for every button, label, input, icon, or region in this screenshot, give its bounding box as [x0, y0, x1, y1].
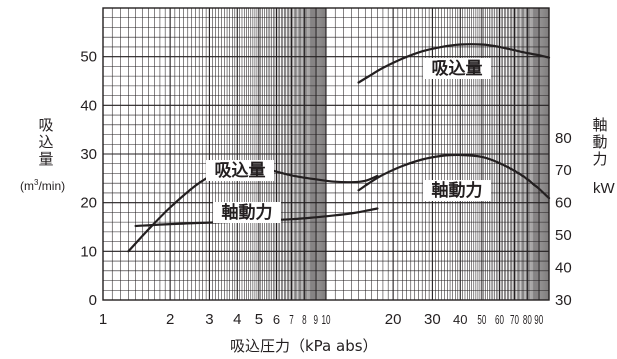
y-right-axis-unit: kW — [593, 180, 615, 197]
curve-label-background — [423, 180, 491, 201]
curve-label: 吸込量 — [423, 58, 491, 79]
y-right-axis: 30 40 50 60 70 80 — [555, 130, 572, 309]
y-right-tick-label: 40 — [555, 260, 572, 277]
x-axis: 1 2 3 4 5 6 7 8 9 10 20 30 40 50 60 70 80 90 — [99, 311, 543, 328]
y-right-tick-label: 30 — [555, 292, 572, 309]
y-left-axis-title: 吸込量 — [38, 116, 54, 168]
x-tick-label: 80 — [523, 313, 532, 327]
x-tick-label: 30 — [424, 311, 441, 328]
y-right-axis-title: 軸動力 — [592, 116, 608, 168]
x-tick-label: 40 — [453, 312, 467, 327]
series-line-left — [134, 207, 379, 228]
curve-label-background — [206, 160, 274, 181]
x-tick-label: 6 — [273, 312, 280, 327]
x-tick-label: 4 — [233, 311, 241, 328]
x-tick-label: 7 — [289, 313, 293, 327]
y-right-tick-label: 60 — [555, 195, 572, 212]
y-left-tick-label: 10 — [80, 243, 97, 260]
y-left-tick-label: 40 — [80, 97, 97, 114]
curve-label-text: 軸動力 — [222, 202, 273, 223]
y-left-tick-label: 0 — [89, 292, 97, 309]
x-tick-label: 10 — [322, 313, 331, 327]
curve-label-background — [423, 58, 491, 79]
y-right-tick-label: 80 — [555, 130, 572, 147]
x-tick-label: 1 — [99, 311, 107, 328]
y-left-tick-label: 30 — [80, 146, 97, 163]
x-tick-label: 8 — [302, 313, 306, 327]
curve-label-text: 吸込量 — [215, 160, 266, 181]
x-axis-title: 吸込圧力（kPa abs） — [230, 337, 378, 355]
curve-label-background — [213, 202, 281, 223]
curve-label-text: 軸動力 — [432, 180, 483, 201]
x-tick-label: 90 — [534, 313, 543, 327]
x-tick-label: 50 — [477, 313, 486, 327]
x-tick-label: 3 — [205, 311, 213, 328]
y-right-tick-label: 50 — [555, 227, 572, 244]
x-tick-label: 2 — [166, 311, 174, 328]
y-left-tick-label: 20 — [80, 195, 97, 212]
grid-major — [103, 8, 549, 300]
x-tick-label: 60 — [495, 313, 504, 327]
y-right-tick-label: 70 — [555, 162, 572, 179]
x-tick-label: 9 — [314, 313, 318, 327]
curve-label: 吸込量 — [206, 160, 274, 181]
curve-label: 軸動力 — [423, 180, 491, 201]
plot-border — [102, 7, 550, 301]
curve-label: 軸動力 — [213, 202, 281, 223]
y-left-axis: 0 10 20 30 40 50 — [80, 49, 97, 309]
x-tick-label: 20 — [385, 311, 402, 328]
x-tick-label: 5 — [255, 311, 263, 328]
x-tick-label: 70 — [510, 313, 519, 327]
series-line-power-right — [357, 153, 551, 200]
series-line-left — [357, 43, 551, 84]
curve-label-text: 吸込量 — [432, 58, 483, 79]
y-left-axis-unit: (m3/min) — [20, 178, 66, 193]
y-left-tick-label: 50 — [80, 49, 97, 66]
